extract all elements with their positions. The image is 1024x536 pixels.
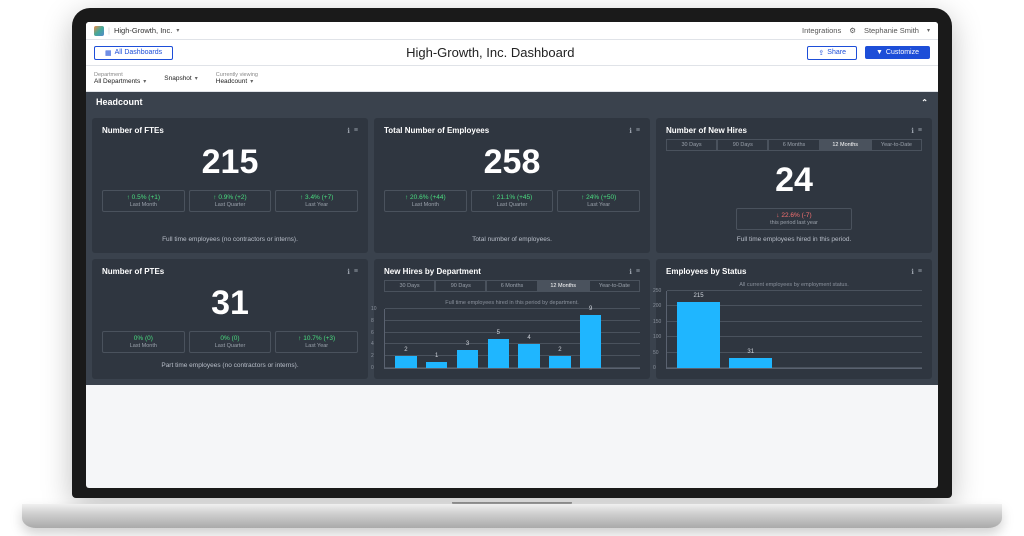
menu-icon[interactable]: ≡ bbox=[636, 127, 640, 135]
all-dashboards-button[interactable]: ▦All Dashboards bbox=[94, 46, 173, 60]
card-desc: Full time employees (no contractors or i… bbox=[102, 236, 358, 243]
time-tab[interactable]: Year-to-Date bbox=[589, 280, 640, 292]
info-icon[interactable]: ℹ bbox=[911, 268, 914, 276]
card-title: Number of New Hires bbox=[666, 126, 747, 135]
menu-icon[interactable]: ≡ bbox=[354, 268, 358, 276]
menu-icon[interactable]: ≡ bbox=[636, 268, 640, 276]
integrations-link[interactable]: Integrations bbox=[802, 26, 841, 35]
section-title: Headcount bbox=[96, 97, 143, 107]
card-title: Total Number of Employees bbox=[384, 126, 489, 135]
chart-bar: 2 bbox=[395, 356, 416, 368]
divider: | bbox=[108, 26, 110, 35]
time-tab[interactable]: 90 Days bbox=[717, 139, 768, 151]
chevron-down-icon[interactable]: ▾ bbox=[927, 27, 930, 34]
chart-bar: 5 bbox=[488, 339, 509, 369]
filter-icon: ▼ bbox=[876, 49, 883, 56]
stat-pill: ↑ 0.9% (+2)Last Quarter bbox=[189, 190, 272, 212]
actionbar: ▦All Dashboards High-Growth, Inc. Dashbo… bbox=[86, 40, 938, 66]
chart-subtitle: All current employees by employment stat… bbox=[666, 282, 922, 288]
card-title: Employees by Status bbox=[666, 267, 746, 276]
filter-view[interactable]: Currently viewing Headcount▾ bbox=[216, 72, 258, 85]
time-tab[interactable]: 90 Days bbox=[435, 280, 486, 292]
stat-pill: ↑ 0.5% (+1)Last Month bbox=[102, 190, 185, 212]
chart-bar: 3 bbox=[457, 350, 478, 368]
chart-bar: 31 bbox=[729, 358, 772, 368]
menu-icon[interactable]: ≡ bbox=[918, 127, 922, 135]
bar-chart: 05010015020025021531 bbox=[666, 291, 922, 369]
bar-chart: 02468102135429 bbox=[384, 309, 640, 369]
share-button[interactable]: ⇪Share bbox=[807, 46, 857, 60]
chart-subtitle: Full time employees hired in this period… bbox=[384, 300, 640, 306]
filter-snapshot[interactable]: Snapshot▾ bbox=[164, 75, 197, 82]
chevron-down-icon[interactable]: ▾ bbox=[176, 27, 179, 34]
filter-department[interactable]: Department All Departments▾ bbox=[94, 72, 146, 85]
metric-value: 215 bbox=[102, 143, 358, 182]
chart-bar: 215 bbox=[677, 302, 720, 368]
info-icon[interactable]: ℹ bbox=[347, 268, 350, 276]
stat-pill: 0% (0)Last Quarter bbox=[189, 331, 272, 353]
card-desc: Full time employees hired in this period… bbox=[666, 236, 922, 243]
chart-bar: 1 bbox=[426, 362, 447, 368]
metric-value: 24 bbox=[666, 161, 922, 200]
chart-bar: 2 bbox=[549, 356, 570, 368]
card-desc: Total number of employees. bbox=[384, 236, 640, 243]
card-new-hires: Number of New Hires ℹ ≡ 30 Days90 Days6 Mo… bbox=[656, 118, 932, 253]
page-title: High-Growth, Inc. Dashboard bbox=[181, 45, 799, 60]
stat-pill: ↓ 22.6% (-7)this period last year bbox=[736, 208, 851, 230]
company-menu[interactable]: High-Growth, Inc. bbox=[114, 26, 172, 35]
time-tab[interactable]: 12 Months bbox=[820, 139, 871, 151]
stat-pill: ↑ 20.6% (+44)Last Month bbox=[384, 190, 467, 212]
filterbar: Department All Departments▾ Snapshot▾ Cu… bbox=[86, 66, 938, 92]
stat-pill: ↑ 3.4% (+7)Last Year bbox=[275, 190, 358, 212]
chart-bar: 9 bbox=[580, 315, 601, 368]
time-tab[interactable]: 30 Days bbox=[384, 280, 435, 292]
user-menu[interactable]: Stephanie Smith bbox=[864, 26, 919, 35]
info-icon[interactable]: ℹ bbox=[629, 268, 632, 276]
metric-value: 31 bbox=[102, 284, 358, 323]
stat-pill: ↑ 24% (+50)Last Year bbox=[557, 190, 640, 212]
customize-button[interactable]: ▼Customize bbox=[865, 46, 930, 59]
metric-value: 258 bbox=[384, 143, 640, 182]
info-icon[interactable]: ℹ bbox=[347, 127, 350, 135]
dashboard-screen: | High-Growth, Inc. ▾ Integrations ⚙ Ste… bbox=[86, 22, 938, 488]
grid-icon: ▦ bbox=[105, 49, 112, 57]
menu-icon[interactable]: ≡ bbox=[918, 268, 922, 276]
info-icon[interactable]: ℹ bbox=[911, 127, 914, 135]
card-title: New Hires by Department bbox=[384, 267, 481, 276]
share-icon: ⇪ bbox=[818, 49, 824, 57]
card-ftes: Number of FTEs ℹ ≡ 215 ↑ 0.5% (+1)Last Mon… bbox=[92, 118, 368, 253]
card-employees-by-status: Employees by Status ℹ ≡ All current employ… bbox=[656, 259, 932, 379]
time-tab[interactable]: 12 Months bbox=[538, 280, 589, 292]
card-title: Number of FTEs bbox=[102, 126, 164, 135]
time-tab[interactable]: 6 Months bbox=[768, 139, 819, 151]
gear-icon[interactable]: ⚙ bbox=[849, 26, 856, 35]
time-tab[interactable]: 6 Months bbox=[486, 280, 537, 292]
section-header[interactable]: Headcount ⌃ bbox=[86, 92, 938, 112]
logo-icon bbox=[94, 26, 104, 36]
card-title: Number of PTEs bbox=[102, 267, 164, 276]
card-hires-by-department: New Hires by Department ℹ ≡ 30 Days90 Days… bbox=[374, 259, 650, 379]
card-grid: Number of FTEsℹ≡ 215 ↑ 0.5% (+1)Last Mon… bbox=[86, 112, 938, 385]
card-total-employees: Total Number of Employees ℹ ≡ 258 ↑ 20.6% … bbox=[374, 118, 650, 253]
card-desc: Part time employees (no contractors or i… bbox=[102, 362, 358, 369]
stat-pill: 0% (0)Last Month bbox=[102, 331, 185, 353]
menu-icon[interactable]: ≡ bbox=[354, 127, 358, 135]
stat-pill: ↑ 10.7% (+3)Last Year bbox=[275, 331, 358, 353]
info-icon[interactable]: ℹ bbox=[629, 127, 632, 135]
time-tab[interactable]: 30 Days bbox=[666, 139, 717, 151]
time-tab[interactable]: Year-to-Date bbox=[871, 139, 922, 151]
chart-bar: 4 bbox=[518, 344, 539, 368]
card-ptes: Number of PTEs ℹ ≡ 31 0% (0)Last Month0% (… bbox=[92, 259, 368, 379]
chevron-up-icon[interactable]: ⌃ bbox=[921, 98, 928, 107]
topbar: | High-Growth, Inc. ▾ Integrations ⚙ Ste… bbox=[86, 22, 938, 40]
stat-pill: ↑ 21.1% (+45)Last Quarter bbox=[471, 190, 554, 212]
